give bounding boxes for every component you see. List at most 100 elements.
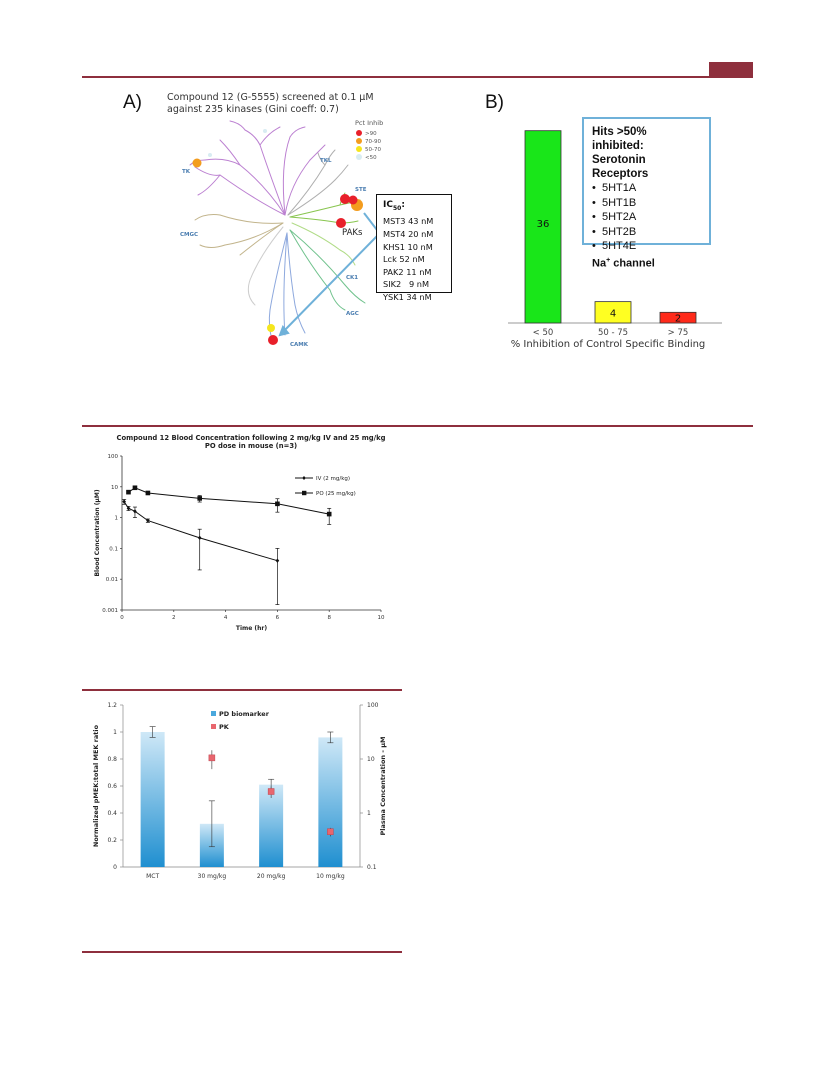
binding-bar-chart: 36 < 50 4 50 - 75 2 > 75% Inhibition of Contr… — [508, 130, 722, 350]
ic50-box: IC50: MST3 43 nM MST4 20 nM KHS1 10 nM L… — [376, 194, 452, 302]
group-label-ck1: CK1 — [346, 275, 358, 281]
legend-title: Pct Inhib — [355, 119, 383, 127]
y-tick-label: 10 — [111, 485, 118, 491]
y2-tick-label: 10 — [367, 756, 375, 763]
x-tick-label: 50 - 75 — [598, 328, 628, 338]
data-point — [275, 558, 280, 563]
legend-swatch — [211, 724, 216, 729]
y2-tick-label: 0.1 — [367, 864, 377, 871]
chart-title: PO dose in mouse (n=3) — [205, 442, 297, 450]
na-prefix: Na — [592, 257, 607, 270]
legend-label: >90 — [365, 131, 377, 137]
hit-dot-camk-yellow — [267, 324, 275, 332]
x-tick-label: 8 — [327, 615, 331, 621]
panel-b-letter: B) — [485, 92, 504, 113]
panel-a-letter: A) — [123, 92, 142, 113]
data-point — [275, 501, 280, 507]
legend-label: 70-90 — [365, 139, 381, 145]
hit-item-label: 5HT4E — [601, 240, 637, 252]
y-tick-label: 0 — [113, 864, 117, 871]
legend-label: 50-70 — [365, 147, 381, 153]
bar — [524, 130, 562, 324]
ic50-header-colon: : — [401, 200, 405, 210]
y2-tick-label: 100 — [367, 702, 379, 709]
hit-dot-ste-3 — [348, 195, 358, 205]
group-label-camk: CAMK — [290, 342, 309, 348]
inhibition-dots — [192, 129, 363, 345]
legend-label: <50 — [365, 155, 377, 161]
serotonin-hits-box: Hits >50% inhibited: Serotonin Receptors… — [582, 117, 711, 269]
ic50-row: SIK2 9 nM — [383, 279, 430, 290]
group-label-tk: TK — [182, 169, 191, 175]
pk-marker — [327, 828, 334, 835]
ic50-pointer-arrows — [278, 212, 379, 337]
group-label-ste: STE — [355, 187, 367, 193]
pk-line-chart: Compound 12 Blood Concentration followin… — [94, 434, 386, 632]
data-point — [132, 485, 138, 491]
x-tick-label: 4 — [224, 615, 228, 621]
y-tick-label: 0.2 — [107, 837, 117, 844]
section-rule-2 — [82, 689, 402, 691]
legend-marker — [302, 476, 306, 480]
pd-bar — [259, 784, 284, 867]
chart-title: Compound 12 Blood Concentration followin… — [116, 434, 385, 442]
pd-bar — [140, 732, 165, 867]
ic50-row: KHS1 10 nM — [383, 241, 433, 252]
x-axis-title: Time (hr) — [236, 625, 268, 632]
data-point — [197, 535, 202, 541]
y-tick-label: 0.01 — [106, 577, 118, 583]
x-tick-label: 2 — [172, 615, 176, 621]
header-tab — [709, 62, 753, 78]
hit-item: • 5HT2A — [592, 211, 637, 223]
low-dot-1 — [208, 153, 212, 157]
x-tick-label: < 50 — [533, 328, 554, 338]
series-line — [123, 501, 278, 562]
y-tick-label: 0.001 — [102, 608, 118, 614]
group-label-cmgc: CMGC — [180, 232, 198, 238]
ic50-row: MST3 43 nM — [383, 216, 434, 227]
ic50-row: MST4 20 nM — [383, 228, 434, 239]
hit-item-label: 5HT1B — [601, 196, 637, 209]
pk-marker — [267, 788, 275, 795]
legend-label: PO (25 mg/kg) — [316, 491, 356, 497]
kinome-title-line2: against 235 kinases (Gini coeff: 0.7) — [167, 104, 339, 115]
y-tick-label: 1.2 — [107, 702, 117, 709]
legend-label: PD biomarker — [219, 710, 270, 718]
na-channel-label: Na+ channel — [592, 254, 701, 271]
hits-subtitle: Serotonin Receptors — [592, 154, 649, 180]
y-tick-label: 0.4 — [107, 810, 117, 817]
bar — [659, 311, 697, 324]
kinome-title-line1: Compound 12 (G-5555) screened at 0.1 µM — [167, 92, 374, 103]
data-point — [122, 499, 126, 504]
pk-marker — [208, 754, 216, 762]
y-axis-title: Blood Concentration (µM) — [94, 489, 101, 576]
x-tick-label: > 75 — [668, 328, 689, 338]
hit-item: • 5HT2B — [592, 225, 637, 238]
series-line — [128, 487, 330, 515]
pct-inhib-legend: Pct Inhib >90 70-90 50-70 <50 — [355, 119, 383, 161]
y2-tick-label: 1 — [367, 810, 371, 817]
hits-title: Hits >50% inhibited: — [592, 126, 647, 152]
hit-item: • 5HT1B — [592, 196, 637, 209]
data-point — [145, 490, 151, 496]
x-tick-label: 30 mg/kg — [198, 873, 227, 880]
legend-swatch — [356, 146, 362, 152]
y-tick-label: 1 — [115, 516, 119, 522]
y-tick-label: 100 — [108, 454, 119, 460]
hit-item-label: 5HT2A — [601, 211, 637, 223]
section-rule-3 — [82, 951, 402, 953]
x-axis-title: % Inhibition of Control Specific Binding — [511, 339, 706, 350]
ic50-row: PAK2 11 nM — [383, 266, 432, 277]
y-tick-label: 0.8 — [107, 756, 117, 763]
data-point — [133, 509, 137, 514]
hit-dot-tk — [192, 158, 202, 168]
hit-item-label: 5HT1A — [601, 182, 637, 194]
hit-item: • 5HT1A — [592, 182, 637, 194]
x-tick-label: 10 mg/kg — [316, 873, 345, 880]
data-point — [197, 496, 202, 501]
legend-label: PK — [219, 723, 230, 731]
data-point — [146, 518, 150, 523]
na-sup: + — [606, 256, 611, 264]
ic50-header-text: IC — [383, 200, 393, 210]
x-tick-label: MCT — [146, 873, 159, 880]
